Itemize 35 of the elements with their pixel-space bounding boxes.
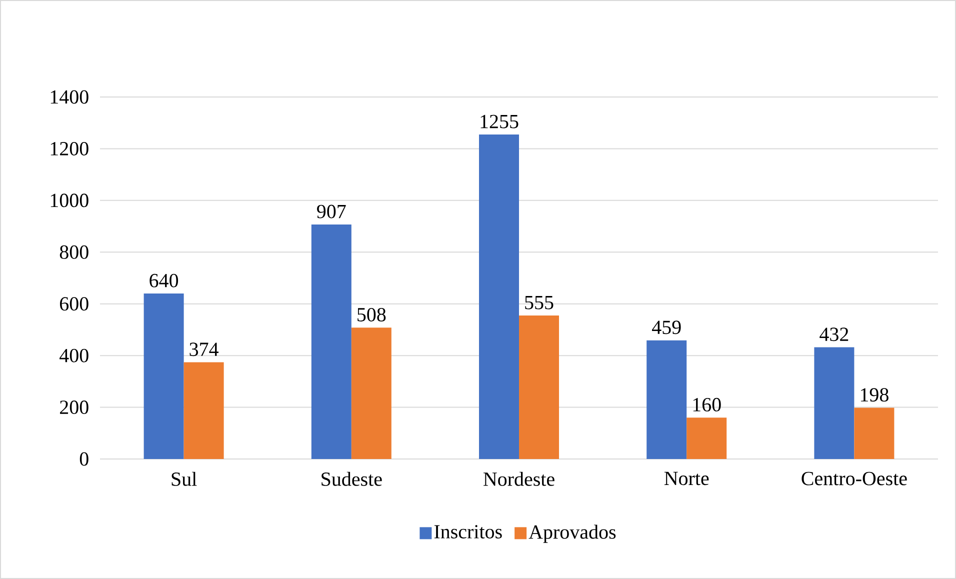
data-label: 459 [652,320,681,334]
y-tick-label: 600 [60,297,88,311]
data-label: 1255 [480,114,518,128]
x-tick-label: Norte [664,472,709,486]
x-tick-label: Nordeste [483,472,554,486]
x-tick-label: Sudeste [322,472,382,486]
bar [479,134,520,459]
data-label: 432 [820,328,848,342]
y-tick-label: 800 [60,245,88,259]
bar [646,340,687,459]
y-tick-label: 200 [60,400,88,414]
data-label: 508 [358,308,386,322]
y-tick-label: 400 [60,348,88,362]
data-label: 198 [860,388,888,402]
y-tick-label: 1200 [50,142,88,156]
data-label: 160 [693,398,721,412]
legend-label: Aprovados [528,524,616,543]
bar [519,315,560,459]
legend-label: Inscritos [434,525,502,538]
bar [144,294,184,459]
bar [351,328,392,459]
bar [686,418,727,459]
data-label: 374 [190,342,218,356]
bar [184,362,224,459]
data-label: 555 [525,296,554,310]
y-tick-label: 1400 [50,90,88,104]
data-label: 907 [317,204,346,218]
x-tick-label: Centro-Oeste [802,472,907,486]
y-tick-label: 1000 [50,194,88,208]
y-tick-label: 0 [80,452,88,466]
x-tick-label: Sul [172,472,197,486]
bar [311,224,352,459]
bar [814,347,854,459]
bar [854,408,894,459]
data-label: 640 [150,274,178,288]
